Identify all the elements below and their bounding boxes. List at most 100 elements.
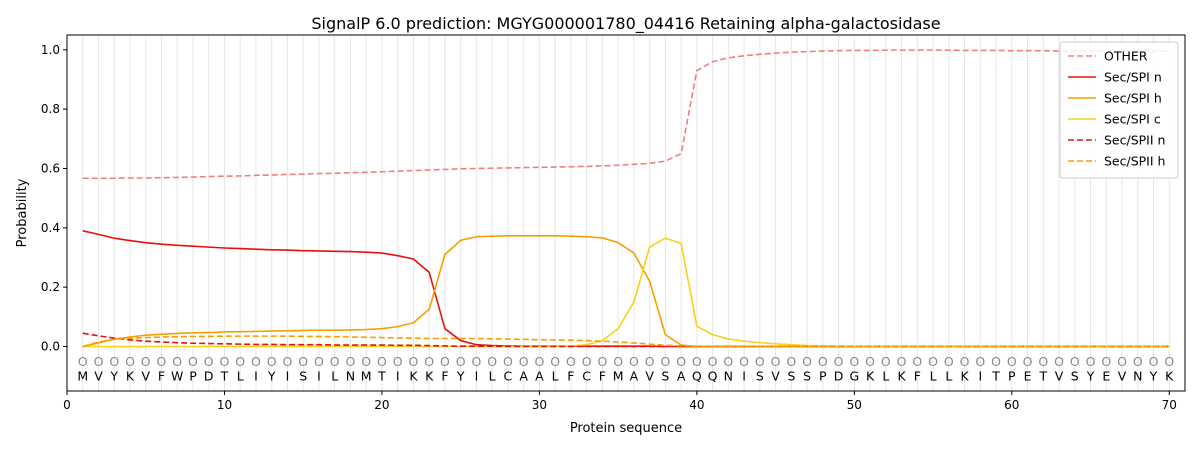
sequence-labels: OMOVOYOKOVOFOWOPODOTOLOIOYOIOSOIOLONOMOT… (77, 354, 1174, 384)
region-marker: O (755, 354, 765, 369)
x-axis-ticks: 0 10 20 30 40 50 60 70 (63, 391, 1177, 412)
region-marker: O (582, 354, 592, 369)
residue-label: Y (1086, 369, 1095, 384)
region-marker: O (849, 354, 859, 369)
residue-label: N (1133, 369, 1142, 384)
residue-label: P (819, 369, 827, 384)
region-marker: O (1164, 354, 1174, 369)
region-marker: O (1007, 354, 1017, 369)
residue-label: F (567, 369, 574, 384)
residue-label: N (346, 369, 355, 384)
residue-label: A (519, 369, 528, 384)
legend-label: Sec/SPI n (1104, 70, 1162, 85)
residue-label: I (475, 369, 479, 384)
x-tick-label: 60 (1004, 398, 1019, 412)
region-marker: O (204, 354, 214, 369)
x-tick-label: 50 (847, 398, 862, 412)
series-line-sec-spii-h (82, 335, 1170, 348)
region-marker: O (834, 354, 844, 369)
x-axis-label: Protein sequence (570, 421, 682, 436)
residue-label: V (771, 369, 780, 384)
region-marker: O (1038, 354, 1048, 369)
residue-label: I (254, 369, 258, 384)
series-line-sec-spi-h (82, 235, 1170, 348)
residue-label: L (945, 369, 952, 384)
region-marker: O (912, 354, 922, 369)
x-tick-label: 0 (63, 398, 71, 412)
region-marker: O (220, 354, 230, 369)
residue-label: V (94, 369, 103, 384)
region-marker: O (1054, 354, 1064, 369)
region-marker: O (645, 354, 655, 369)
x-tick-label: 40 (689, 398, 704, 412)
residue-label: S (756, 369, 764, 384)
residue-label: S (787, 369, 795, 384)
residue-label: Q (692, 369, 702, 384)
residue-label: I (742, 369, 746, 384)
residue-label: K (126, 369, 135, 384)
residue-label: L (489, 369, 496, 384)
region-marker: O (78, 354, 88, 369)
residue-label: W (171, 369, 183, 384)
residue-label: F (914, 369, 921, 384)
region-marker: O (975, 354, 985, 369)
residue-label: E (1102, 369, 1110, 384)
region-marker: O (94, 354, 104, 369)
residue-label: D (834, 369, 844, 384)
residue-label: Q (708, 369, 718, 384)
region-marker: O (330, 354, 340, 369)
residue-label: A (630, 369, 639, 384)
residue-label: I (978, 369, 982, 384)
residue-label: K (425, 369, 434, 384)
region-marker: O (613, 354, 623, 369)
legend-label: Sec/SPI c (1104, 112, 1161, 127)
region-marker: O (1117, 354, 1127, 369)
residue-label: T (991, 369, 1000, 384)
region-marker: O (471, 354, 481, 369)
residue-label: F (441, 369, 448, 384)
region-marker: O (723, 354, 733, 369)
region-marker: O (550, 354, 560, 369)
legend-box (1059, 41, 1179, 179)
residue-label: A (535, 369, 544, 384)
region-marker: O (424, 354, 434, 369)
residue-label: S (1071, 369, 1079, 384)
legend-label: Sec/SPII n (1104, 133, 1165, 148)
region-marker: O (188, 354, 198, 369)
legend-label: Sec/SPII h (1104, 154, 1165, 169)
region-marker: O (377, 354, 387, 369)
residue-label: Y (1149, 369, 1158, 384)
x-tick-label: 70 (1162, 398, 1177, 412)
region-marker: O (1101, 354, 1111, 369)
residue-label: A (677, 369, 686, 384)
x-tick-label: 20 (374, 398, 389, 412)
residue-label: D (204, 369, 214, 384)
region-marker: O (881, 354, 891, 369)
residue-label: T (1038, 369, 1047, 384)
residue-label: K (960, 369, 969, 384)
residue-label: M (77, 369, 88, 384)
region-marker: O (802, 354, 812, 369)
region-marker: O (109, 354, 119, 369)
residue-label: Y (109, 369, 118, 384)
region-marker: O (393, 354, 403, 369)
residue-label: V (1055, 369, 1064, 384)
region-marker: O (456, 354, 466, 369)
region-marker: O (786, 354, 796, 369)
region-marker: O (708, 354, 718, 369)
y-axis-ticks: 0.0 0.2 0.4 0.6 0.8 1.0 (41, 43, 67, 354)
residue-label: K (409, 369, 418, 384)
series-line-sec-spii-n (82, 332, 1170, 348)
region-marker: O (1023, 354, 1033, 369)
region-marker: O (251, 354, 261, 369)
y-axis-label: Probability (15, 178, 30, 247)
legend-label: OTHER (1104, 49, 1148, 64)
residue-label: T (220, 369, 229, 384)
residue-label: T (377, 369, 386, 384)
plot-frame (66, 34, 1186, 392)
residue-label: G (849, 369, 859, 384)
residue-label: I (317, 369, 321, 384)
region-marker: O (660, 354, 670, 369)
residue-label: L (930, 369, 937, 384)
